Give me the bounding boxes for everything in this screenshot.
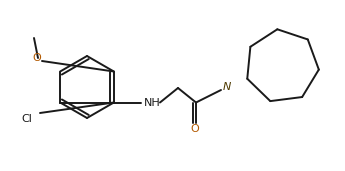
Text: Cl: Cl bbox=[21, 114, 32, 124]
Text: O: O bbox=[33, 53, 41, 63]
Text: N: N bbox=[223, 82, 231, 92]
Text: NH: NH bbox=[144, 98, 161, 109]
Text: O: O bbox=[191, 124, 199, 135]
